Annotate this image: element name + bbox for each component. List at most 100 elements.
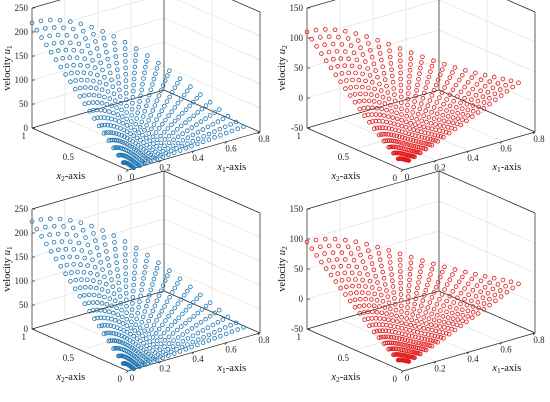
- data-point: [393, 346, 399, 352]
- data-point: [59, 239, 65, 244]
- data-point: [380, 64, 385, 69]
- data-point: [118, 100, 124, 106]
- data-point: [201, 335, 206, 340]
- data-point: [330, 264, 336, 270]
- data-point: [384, 83, 389, 89]
- x1-axis-label: x1-axis: [216, 363, 246, 375]
- scatter-series: [304, 27, 521, 163]
- data-point: [411, 138, 416, 143]
- data-point: [397, 140, 403, 145]
- data-point: [326, 243, 332, 249]
- data-point: [474, 82, 480, 87]
- data-point: [346, 263, 351, 269]
- data-point: [156, 93, 162, 98]
- data-point: [366, 41, 371, 46]
- data-point: [91, 78, 96, 84]
- data-point: [167, 294, 172, 300]
- x1-tick-label: 0.6: [225, 144, 237, 154]
- z-tick-label: 100: [15, 75, 29, 85]
- data-point: [391, 121, 397, 127]
- data-point: [162, 143, 167, 149]
- data-point: [431, 261, 436, 267]
- data-point: [111, 233, 116, 238]
- data-point: [191, 113, 197, 119]
- axis-box-edge: [231, 0, 261, 13]
- data-point: [386, 145, 391, 150]
- data-point: [179, 123, 184, 129]
- data-point: [410, 312, 416, 317]
- data-point: [140, 114, 146, 119]
- data-point: [377, 81, 382, 87]
- data-point: [500, 277, 506, 283]
- data-point: [398, 88, 404, 94]
- data-point: [142, 328, 147, 334]
- data-point: [108, 338, 113, 344]
- data-point: [81, 269, 87, 275]
- data-point: [358, 252, 363, 258]
- data-point: [68, 40, 73, 46]
- data-point: [154, 344, 160, 350]
- data-point: [171, 137, 176, 143]
- data-point: [134, 135, 140, 141]
- data-point: [129, 113, 135, 118]
- data-point: [452, 267, 458, 272]
- data-point: [466, 292, 472, 298]
- data-point: [64, 63, 70, 68]
- data-point: [79, 277, 84, 282]
- data-point: [168, 148, 174, 154]
- z-tick-label: 200: [15, 228, 29, 238]
- data-point: [174, 127, 180, 132]
- data-point: [374, 93, 380, 98]
- data-point: [88, 270, 93, 276]
- data-point: [383, 125, 388, 131]
- data-point: [395, 116, 400, 122]
- data-point: [150, 348, 155, 353]
- data-point: [124, 129, 130, 135]
- data-point: [145, 298, 151, 303]
- data-point: [88, 85, 93, 90]
- data-point: [140, 81, 145, 87]
- back-wall-gridline: [31, 65, 165, 105]
- data-point: [439, 292, 445, 297]
- data-point: [469, 298, 474, 304]
- data-point: [304, 239, 310, 245]
- data-point: [140, 333, 145, 339]
- data-point: [124, 323, 130, 328]
- data-point: [343, 28, 348, 34]
- data-point: [435, 133, 441, 139]
- data-point: [326, 49, 332, 55]
- data-point: [391, 150, 396, 156]
- data-point: [384, 322, 389, 328]
- x1-tick-mark: [191, 351, 195, 355]
- data-point: [478, 278, 484, 284]
- data-point: [425, 125, 431, 131]
- data-point: [465, 281, 471, 287]
- data-point: [390, 278, 395, 283]
- data-point: [423, 310, 429, 315]
- data-point: [397, 251, 403, 257]
- data-point: [92, 316, 97, 321]
- data-point: [136, 130, 142, 135]
- data-point: [446, 320, 451, 326]
- data-point: [86, 100, 92, 106]
- data-point: [181, 293, 187, 298]
- data-point: [358, 45, 363, 50]
- data-point: [423, 287, 429, 293]
- data-point: [187, 304, 192, 309]
- data-point: [133, 46, 139, 51]
- data-point: [440, 314, 446, 319]
- side-wall-gridline: [163, 41, 261, 85]
- data-point: [153, 130, 159, 135]
- data-point: [61, 224, 66, 229]
- chart-panel-u2-bottom: 0 0.2 0.4 0.6 0.8 0 0.5 1 -50 0 50 100 150 x1-axis x2-…: [275, 170, 550, 402]
- data-point: [389, 329, 395, 334]
- data-point: [345, 36, 351, 41]
- data-point: [421, 315, 427, 320]
- data-point: [222, 124, 228, 130]
- data-point: [153, 71, 158, 77]
- data-point: [408, 56, 414, 61]
- x1-tick-mark: [125, 370, 129, 374]
- data-point: [374, 105, 380, 111]
- data-point: [53, 57, 59, 62]
- data-point: [402, 337, 408, 343]
